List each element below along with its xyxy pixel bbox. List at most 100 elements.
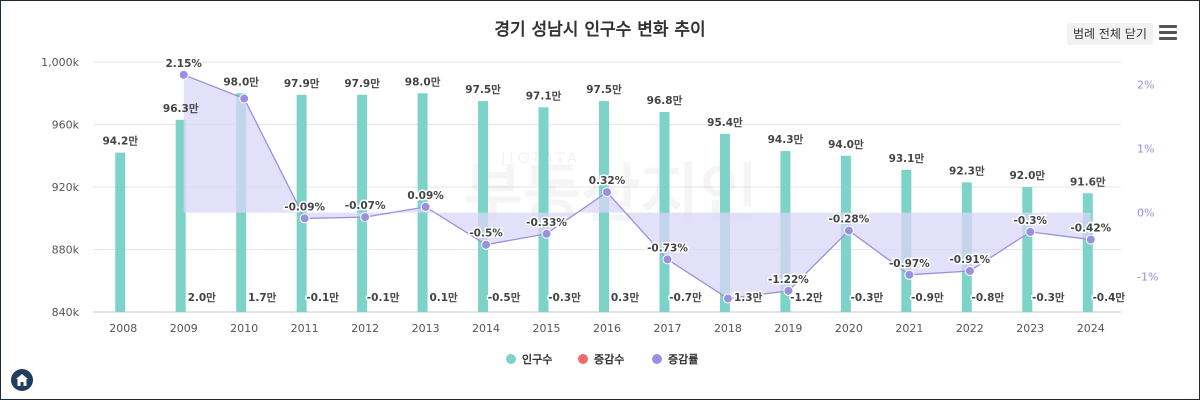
change-data-label: -1.2만 [790,291,823,304]
y-left-tick-label: 920k [52,181,80,194]
change-data-label: 0.3만 [611,291,640,304]
rate-data-label: -0.28% [828,214,869,226]
rate-data-label: -0.97% [889,258,930,270]
legend-item-label: 증감률 [668,352,698,366]
rate-point [783,285,794,296]
rate-point [904,269,915,280]
population-data-label: 93.1만 [889,152,925,165]
x-tick-label: 2016 [593,322,621,335]
rate-point [420,201,431,212]
rate-data-label: -0.3% [1014,215,1048,227]
population-data-label: 97.5만 [586,83,622,96]
home-icon[interactable] [11,369,33,391]
population-data-label: 92.0만 [1010,169,1046,182]
population-bar [538,107,549,312]
x-tick-label: 2023 [1016,322,1044,335]
rate-data-label: 0.09% [407,190,444,202]
population-bar [175,119,186,312]
population-bar [357,94,368,312]
change-data-label: -0.1만 [367,291,400,304]
population-bar [1022,187,1033,312]
rate-data-label: -0.42% [1070,223,1111,235]
change-data-label: -0.1만 [306,291,339,304]
x-tick-label: 2014 [472,322,500,335]
change-data-label: -0.5만 [488,291,521,304]
rate-point [481,239,492,250]
population-bar [478,101,489,312]
x-tick-label: 2013 [412,322,440,335]
rate-point [299,213,310,224]
legend-item-label: 인구수 [522,352,552,366]
change-data-label: -0.7만 [669,291,702,304]
population-data-label: 95.4만 [707,116,743,129]
population-bar [115,152,126,312]
x-tick-label: 2021 [895,322,923,335]
rate-data-label: -0.33% [526,217,567,229]
rate-point [662,254,673,265]
population-data-label: 98.0만 [223,75,259,88]
rate-point [541,228,552,239]
change-data-label: -0.3만 [548,291,581,304]
y-right-tick-label: -1% [1137,271,1158,284]
x-tick-label: 2008 [109,322,137,335]
change-data-label: -0.3만 [851,291,884,304]
y-right-tick-label: 2% [1137,78,1154,91]
rate-point [1085,234,1096,245]
rate-data-label: -0.73% [647,242,688,254]
change-data-label: 2.0만 [188,291,217,304]
rate-point [239,93,250,104]
y-left-tick-label: 840k [52,306,80,319]
population-bar [296,94,307,312]
population-data-label: 94.0만 [828,138,864,151]
rate-data-label: 2.15% [165,58,202,70]
rate-point [178,69,189,80]
x-tick-label: 2015 [533,322,561,335]
x-tick-label: 2018 [714,322,742,335]
y-right-tick-label: 0% [1137,207,1154,220]
change-data-label: -0.9만 [911,291,944,304]
hamburger-menu-icon[interactable] [1159,25,1177,41]
rate-point [1025,226,1036,237]
rate-point [843,225,854,236]
change-data-label: 1.7만 [248,291,277,304]
rate-line [183,74,1091,300]
rate-point [360,212,371,223]
change-data-label: -1.3만 [730,291,763,304]
legend-marker [506,354,516,364]
x-tick-label: 2019 [774,322,802,335]
legend-marker [652,354,662,364]
rate-point [722,293,733,304]
y-left-tick-label: 1,000k [41,56,79,69]
rate-data-label: -0.09% [284,201,325,213]
legend-marker [578,354,588,364]
population-data-label: 96.8만 [647,94,683,107]
rate-point [964,265,975,276]
population-data-label: 94.2만 [102,135,138,148]
x-tick-label: 2009 [170,322,198,335]
population-data-label: 98.0만 [405,75,441,88]
legend-toggle-button[interactable]: 범례 전체 닫기 [1067,23,1153,45]
y-left-tick-label: 880k [52,244,80,257]
population-data-label: 97.9만 [344,77,380,90]
population-bar [417,93,428,312]
population-bar [659,112,670,312]
y-left-tick-label: 960k [52,119,80,132]
x-tick-label: 2024 [1077,322,1105,335]
population-data-label: 96.3만 [163,102,199,115]
legend-item-label: 증감수 [594,352,624,366]
x-tick-label: 2011 [291,322,319,335]
x-tick-label: 2020 [835,322,863,335]
population-data-label: 97.9만 [284,77,320,90]
x-tick-label: 2022 [956,322,984,335]
population-data-label: 97.1만 [526,89,562,102]
x-tick-label: 2017 [653,322,681,335]
population-data-label: 91.6만 [1070,175,1106,188]
rate-data-label: -0.07% [345,200,386,212]
x-tick-label: 2012 [351,322,379,335]
watermark-subtext: JIGTATA [500,151,581,167]
y-right-tick-label: 1% [1137,143,1154,156]
population-data-label: 97.5만 [465,83,501,96]
rate-point [602,187,612,198]
